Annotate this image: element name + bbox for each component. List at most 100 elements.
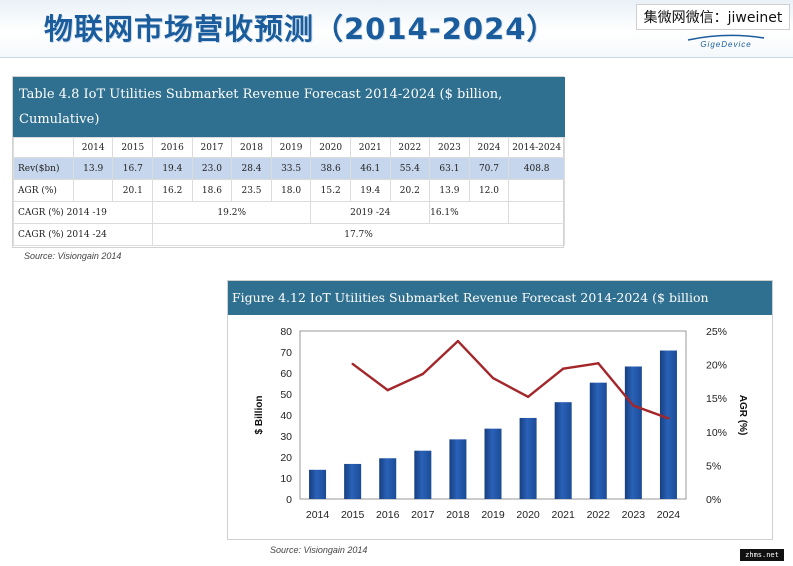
figure-source: Source: Visiongain 2014 bbox=[270, 545, 368, 555]
table-header-cell: 2016 bbox=[152, 137, 193, 158]
table-row-agr: AGR (%) 20.1 16.2 18.6 23.5 18.0 15.2 19.4 20.2 1… bbox=[13, 179, 565, 202]
table-header-cell: 2018 bbox=[231, 137, 272, 158]
agr-point bbox=[456, 339, 460, 343]
table-cell: 20.1 bbox=[112, 179, 154, 202]
revenue-bar bbox=[519, 417, 537, 499]
y-tick-label: 40 bbox=[280, 410, 292, 422]
agr-point bbox=[632, 404, 635, 407]
watermark: 集微网微信：jiweinet bbox=[636, 4, 790, 30]
x-tick-label: 2016 bbox=[376, 509, 400, 521]
cagr-2019-24-label: 2019 -24 bbox=[310, 201, 431, 224]
table-cell: 46.1 bbox=[349, 157, 391, 180]
agr-point bbox=[351, 362, 354, 366]
table-cell bbox=[508, 201, 565, 224]
cagr-2019-24-value: 16.1% bbox=[429, 201, 510, 224]
table-cell: 13.9 bbox=[429, 179, 470, 202]
table-cell: 19.4 bbox=[349, 179, 391, 202]
table-cell: 20.2 bbox=[389, 179, 431, 202]
x-tick-label: 2017 bbox=[411, 509, 435, 521]
logo-text: GigeDevice bbox=[700, 40, 752, 49]
cagr-2014-19-value: 19.2% bbox=[152, 201, 312, 224]
x-tick-label: 2022 bbox=[587, 509, 611, 521]
revenue-table: 2014 2015 2016 2017 2018 2019 2020 2021 2022 2023… bbox=[12, 137, 565, 246]
corner-watermark: zhms.net bbox=[740, 549, 784, 561]
cagr-2014-24-label: CAGR (%) 2014 -24 bbox=[12, 223, 154, 246]
agr-point bbox=[491, 376, 495, 380]
revenue-bar bbox=[449, 439, 467, 499]
y-tick-label: 70 bbox=[280, 347, 292, 359]
revenue-chart: 0 10 20 30 40 50 60 70 80 0% 5% 10% 15% 20% 25% $ Billi… bbox=[254, 326, 748, 521]
revenue-bar bbox=[344, 463, 362, 499]
table-header-cell: 2024 bbox=[468, 137, 510, 158]
table-source: Source: Visiongain 2014 bbox=[24, 251, 122, 261]
table-cell bbox=[508, 179, 565, 202]
table-cell: 28.4 bbox=[231, 157, 272, 180]
y2-tick-label: 10% bbox=[706, 427, 727, 439]
y-tick-label: 60 bbox=[280, 368, 292, 380]
y-tick-label: 10 bbox=[280, 473, 292, 485]
y-axis-title: $ Billion bbox=[254, 396, 265, 435]
table-header-cell: 2017 bbox=[191, 137, 233, 158]
y2-tick-label: 0% bbox=[706, 494, 721, 506]
table-cell: 15.2 bbox=[310, 179, 351, 202]
y2-tick-label: 5% bbox=[706, 460, 721, 472]
table-cell: 12.0 bbox=[468, 179, 510, 202]
x-tick-label: 2021 bbox=[552, 509, 576, 521]
table-cell: 18.0 bbox=[270, 179, 312, 202]
revenue-bar bbox=[624, 366, 642, 499]
agr-point bbox=[561, 367, 565, 370]
table-cell: 13.9 bbox=[72, 157, 114, 180]
table-cell: 33.5 bbox=[270, 157, 312, 180]
revenue-bar bbox=[414, 450, 432, 499]
revenue-bar bbox=[484, 428, 502, 499]
table-cell bbox=[72, 179, 114, 202]
header-banner: 物联网市场营收预测（2014-2024） 集微网微信：jiweinet Gige… bbox=[0, 0, 793, 58]
table-cell: 19.4 bbox=[152, 157, 193, 180]
y2-tick-label: 20% bbox=[706, 360, 727, 372]
revenue-bar bbox=[379, 458, 397, 499]
revenue-bar bbox=[554, 402, 572, 499]
cagr-2014-24-value: 17.7% bbox=[152, 223, 565, 246]
cagr-2014-19-label: CAGR (%) 2014 -19 bbox=[12, 201, 154, 224]
table-header-cell: 2021 bbox=[349, 137, 391, 158]
table-cell: 55.4 bbox=[389, 157, 431, 180]
table-row-revenue: Rev($bn) 13.9 16.7 19.4 23.0 28.4 33.5 38.6 46.1… bbox=[13, 157, 565, 180]
revenue-figure-panel: Figure 4.12 IoT Utilities Submarket Reve… bbox=[227, 280, 773, 540]
agr-point bbox=[667, 417, 670, 420]
revenue-table-panel: Table 4.8 IoT Utilities Submarket Revenu… bbox=[12, 76, 565, 248]
table-header-cell: 2020 bbox=[310, 137, 351, 158]
figure-title: Figure 4.12 IoT Utilities Submarket Reve… bbox=[228, 281, 772, 315]
agr-point bbox=[597, 362, 600, 365]
company-logo: GigeDevice bbox=[676, 34, 776, 52]
agr-line bbox=[351, 339, 669, 420]
table-cell: 23.0 bbox=[191, 157, 233, 180]
x-tick-label: 2020 bbox=[516, 509, 540, 521]
table-header-row: 2014 2015 2016 2017 2018 2019 2020 2021 2022 2023… bbox=[13, 137, 565, 158]
x-tick-label: 2023 bbox=[622, 509, 646, 521]
agr-point bbox=[526, 395, 530, 399]
y-tick-label: 0 bbox=[286, 494, 292, 506]
table-header-cell: 2015 bbox=[112, 137, 154, 158]
y2-tick-label: 25% bbox=[706, 326, 727, 338]
table-row-cagr-total: CAGR (%) 2014 -24 17.7% bbox=[12, 223, 565, 246]
table-header-cell: 2019 bbox=[270, 137, 312, 158]
y-tick-label: 20 bbox=[280, 452, 292, 464]
table-cell: 408.8 bbox=[508, 157, 565, 180]
table-cell: Rev($bn) bbox=[13, 157, 74, 180]
x-tick-label: 2024 bbox=[657, 509, 681, 521]
agr-point bbox=[386, 388, 389, 392]
revenue-bar bbox=[659, 350, 677, 499]
table-cell: 16.7 bbox=[112, 157, 154, 180]
table-cell: 16.2 bbox=[152, 179, 193, 202]
y-tick-label: 50 bbox=[280, 389, 292, 401]
table-header-cell: 2014 bbox=[72, 137, 114, 158]
table-cell: 18.6 bbox=[191, 179, 233, 202]
x-tick-label: 2019 bbox=[481, 509, 505, 521]
y-tick-label: 80 bbox=[280, 326, 292, 338]
page-title: 物联网市场营收预测（2014-2024） bbox=[44, 12, 557, 46]
table-header-cell bbox=[13, 137, 74, 158]
revenue-bar bbox=[589, 382, 607, 499]
y2-tick-label: 15% bbox=[706, 393, 727, 405]
table-cell: 38.6 bbox=[310, 157, 351, 180]
logo-swoosh-icon bbox=[687, 34, 765, 41]
